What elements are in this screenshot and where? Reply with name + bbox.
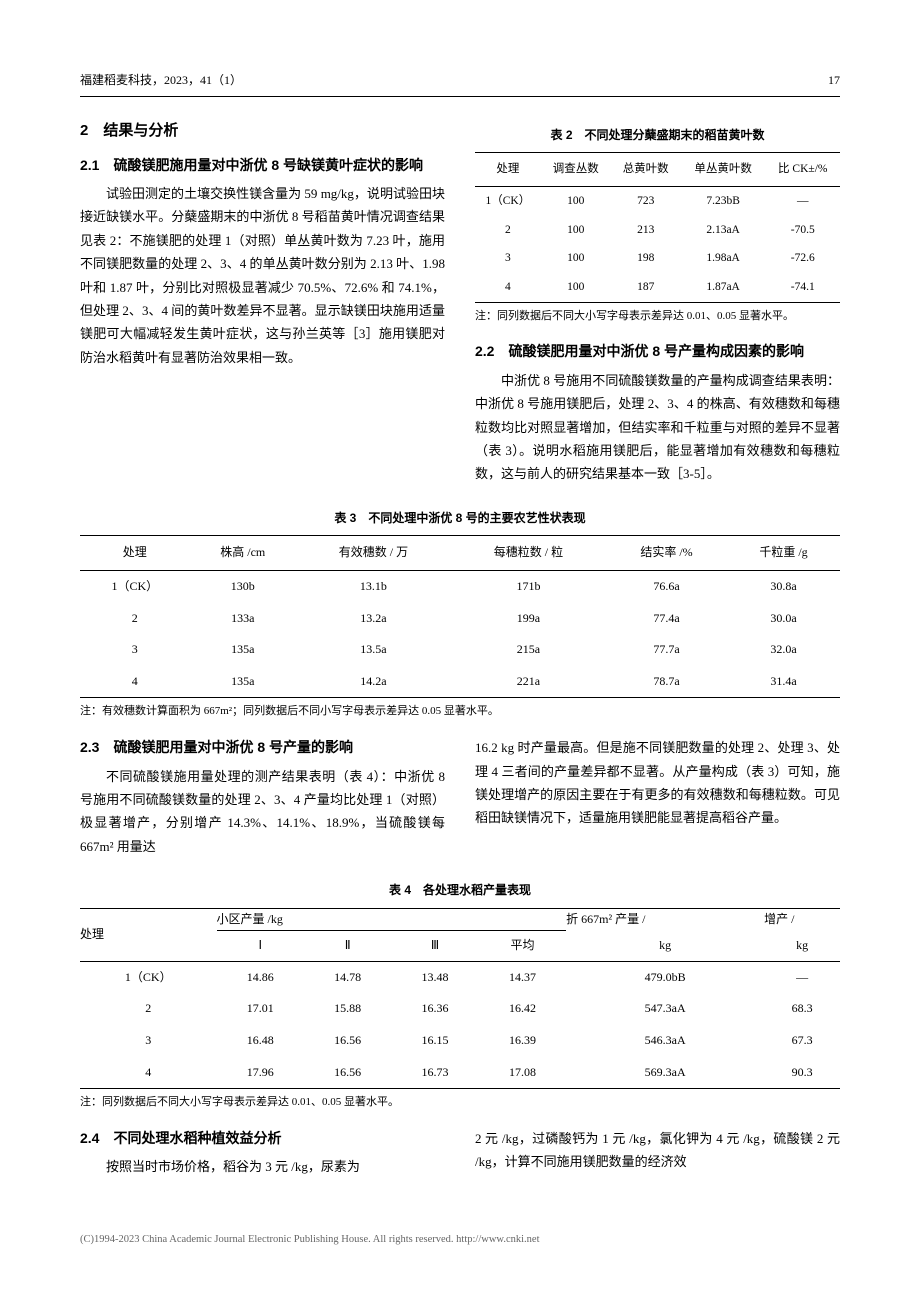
col-right-24: 2 元 /kg，过磷酸钙为 1 元 /kg，氯化钾为 4 元 /kg，硫酸镁 2… <box>475 1127 840 1181</box>
table-4-note: 注：同列数据后不同大小写字母表示差异达 0.01、0.05 显著水平。 <box>80 1093 840 1113</box>
subsection-2-1-title: 2.1 硫酸镁肥施用量对中浙优 8 号缺镁黄叶症状的影响 <box>80 154 445 176</box>
table-row: 3 135a 13.5a 215a 77.7a 32.0a <box>80 634 840 666</box>
page-number: 17 <box>828 70 840 92</box>
para-2-3-right: 16.2 kg 时产量最高。但是施不同镁肥数量的处理 2、处理 3、处理 4 三… <box>475 736 840 830</box>
table-row: 4 17.96 16.56 16.73 17.08 569.3aA 90.3 <box>80 1057 840 1089</box>
table-row: 4 100 187 1.87aA -74.1 <box>475 273 840 302</box>
para-2-1: 试验田测定的土壤交换性镁含量为 59 mg/kg，说明试验田块接近缺镁水平。分蘖… <box>80 182 445 369</box>
subsection-2-3-title: 2.3 硫酸镁肥用量对中浙优 8 号产量的影响 <box>80 736 445 758</box>
table-row: 2 17.01 15.88 16.36 16.42 547.3aA 68.3 <box>80 993 840 1025</box>
journal-name: 福建稻麦科技，2023，41（1） <box>80 70 242 92</box>
page-header: 福建稻麦科技，2023，41（1） 17 <box>80 70 840 97</box>
table-row: 3 100 198 1.98aA -72.6 <box>475 244 840 273</box>
table-row: 2 100 213 2.13aA -70.5 <box>475 216 840 245</box>
t2-h1: 调查丛数 <box>541 153 611 187</box>
table-4-title: 表 4 各处理水稻产量表现 <box>80 880 840 902</box>
table-row: 3 16.48 16.56 16.15 16.39 546.3aA 67.3 <box>80 1025 840 1057</box>
table-4: 处理 小区产量 /kg 折 667m² 产量 / 增产 / Ⅰ Ⅱ Ⅲ 平均 k… <box>80 908 840 1090</box>
subsection-2-4-title: 2.4 不同处理水稻种植效益分析 <box>80 1127 445 1149</box>
row-2-3: 2.3 硫酸镁肥用量对中浙优 8 号产量的影响 不同硫酸镁施用量处理的测产结果表… <box>80 736 840 860</box>
t2-h4: 比 CK±/% <box>766 153 840 187</box>
row-2-4: 2.4 不同处理水稻种植效益分析 按照当时市场价格，稻谷为 3 元 /kg，尿素… <box>80 1127 840 1181</box>
table-2-title: 表 2 不同处理分蘖盛期末的稻苗黄叶数 <box>475 125 840 147</box>
table-3-note: 注：有效穗数计算面积为 667m²；同列数据后不同小写字母表示差异达 0.05 … <box>80 702 840 722</box>
para-2-4-left: 按照当时市场价格，稻谷为 3 元 /kg，尿素为 <box>80 1155 445 1178</box>
row-1: 2 结果与分析 2.1 硫酸镁肥施用量对中浙优 8 号缺镁黄叶症状的影响 试验田… <box>80 117 840 488</box>
table-row: 2 133a 13.2a 199a 77.4a 30.0a <box>80 603 840 635</box>
t2-h3: 单丛黄叶数 <box>681 153 766 187</box>
col-left-1: 2 结果与分析 2.1 硫酸镁肥施用量对中浙优 8 号缺镁黄叶症状的影响 试验田… <box>80 117 445 488</box>
subsection-2-2-title: 2.2 硫酸镁肥用量对中浙优 8 号产量构成因素的影响 <box>475 340 840 362</box>
table-3: 处理 株高 /cm 有效穗数 / 万 每穗粒数 / 粒 结实率 /% 千粒重 /… <box>80 535 840 698</box>
col-left-24: 2.4 不同处理水稻种植效益分析 按照当时市场价格，稻谷为 3 元 /kg，尿素… <box>80 1127 445 1181</box>
table-row: 4 135a 14.2a 221a 78.7a 31.4a <box>80 666 840 698</box>
col-left-23: 2.3 硫酸镁肥用量对中浙优 8 号产量的影响 不同硫酸镁施用量处理的测产结果表… <box>80 736 445 860</box>
table-2: 处理 调查丛数 总黄叶数 单丛黄叶数 比 CK±/% 1（CK） 100 723… <box>475 152 840 302</box>
footer-copyright: (C)1994-2023 China Academic Journal Elec… <box>80 1231 840 1250</box>
table-row: 1（CK） 14.86 14.78 13.48 14.37 479.0bB — <box>80 961 840 993</box>
para-2-4-right: 2 元 /kg，过磷酸钙为 1 元 /kg，氯化钾为 4 元 /kg，硫酸镁 2… <box>475 1127 840 1174</box>
para-2-2: 中浙优 8 号施用不同硫酸镁数量的产量构成调查结果表明：中浙优 8 号施用镁肥后… <box>475 369 840 486</box>
para-2-3-left: 不同硫酸镁施用量处理的测产结果表明（表 4）：中浙优 8 号施用不同硫酸镁数量的… <box>80 765 445 859</box>
section-title: 2 结果与分析 <box>80 117 445 144</box>
table-row: 1（CK） 100 723 7.23bB — <box>475 186 840 215</box>
table-2-note: 注：同列数据后不同大小写字母表示差异达 0.01、0.05 显著水平。 <box>475 307 840 327</box>
table-3-title: 表 3 不同处理中浙优 8 号的主要农艺性状表现 <box>80 508 840 530</box>
col-right-1: 表 2 不同处理分蘖盛期末的稻苗黄叶数 处理 调查丛数 总黄叶数 单丛黄叶数 比… <box>475 117 840 488</box>
table-row: 1（CK） 130b 13.1b 171b 76.6a 30.8a <box>80 570 840 602</box>
t2-h0: 处理 <box>475 153 541 187</box>
t2-h2: 总黄叶数 <box>611 153 681 187</box>
col-right-23: 16.2 kg 时产量最高。但是施不同镁肥数量的处理 2、处理 3、处理 4 三… <box>475 736 840 860</box>
